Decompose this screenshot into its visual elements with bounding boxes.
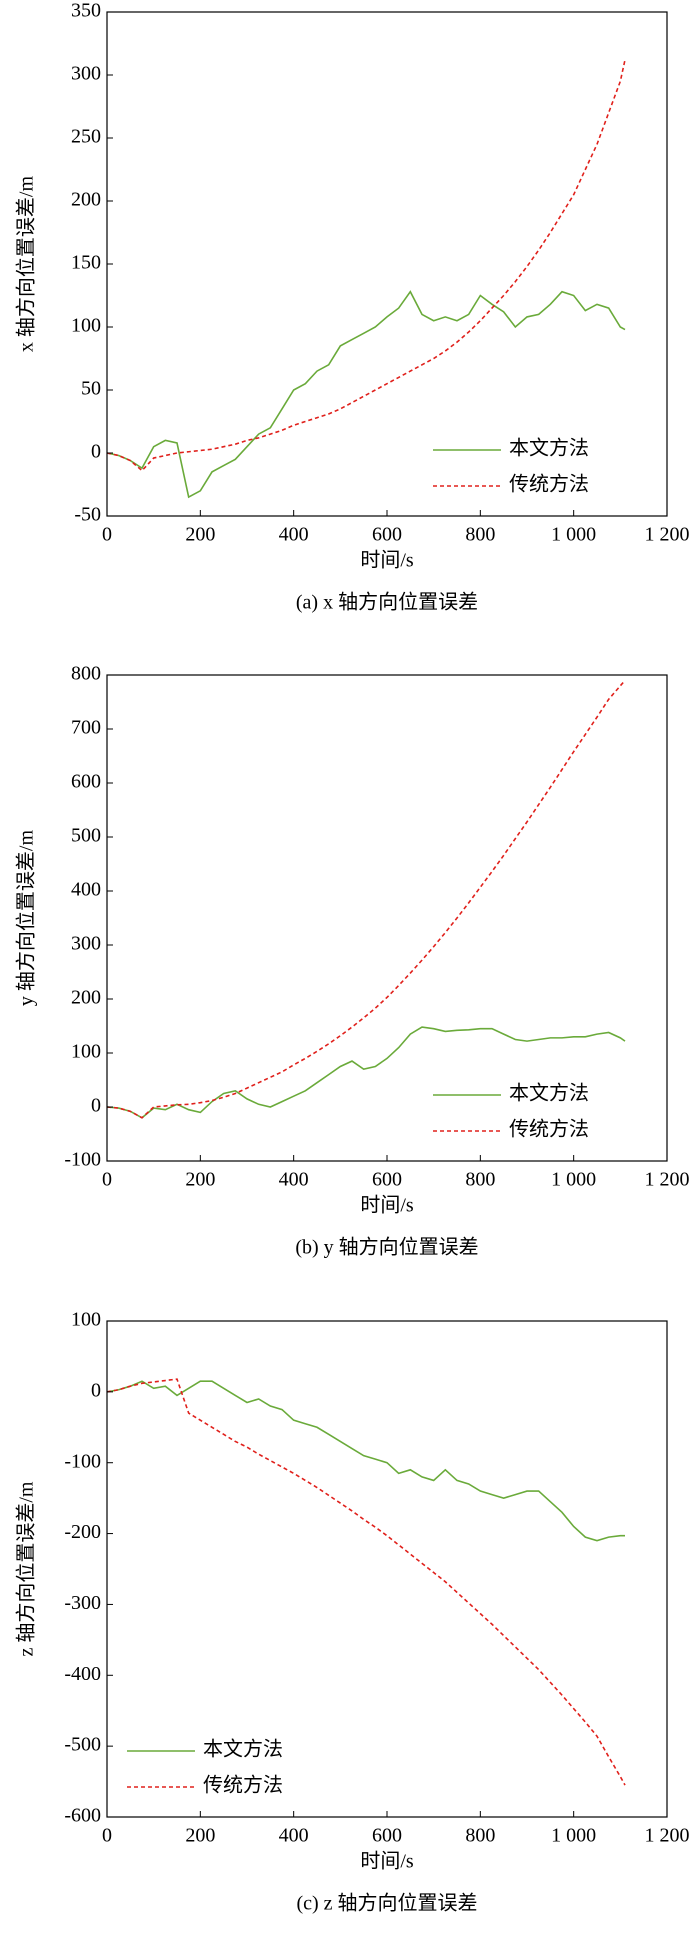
x-tick-label: 0 xyxy=(102,1825,112,1847)
x-tick-label: 800 xyxy=(465,524,495,546)
series-line xyxy=(106,1026,626,1119)
series-line xyxy=(106,679,626,1119)
legend-label: 本文方法 xyxy=(509,1082,589,1105)
y-tick-label: 100 xyxy=(71,1309,101,1331)
y-tick-label: 400 xyxy=(71,879,101,901)
y-tick-label: -400 xyxy=(64,1663,101,1685)
y-tick-label: -600 xyxy=(64,1805,101,1827)
y-tick-label: 300 xyxy=(71,933,101,955)
x-tick-label: 400 xyxy=(279,524,309,546)
legend-label: 传统方法 xyxy=(203,1774,283,1797)
x-tick-label: 600 xyxy=(372,524,402,546)
y-tick-label: -50 xyxy=(74,504,101,526)
series-line xyxy=(106,1380,625,1542)
legend-label: 本文方法 xyxy=(509,437,589,460)
y-tick-label: 0 xyxy=(91,441,101,463)
y-tick-label: -500 xyxy=(64,1734,101,1756)
y-tick-label: -100 xyxy=(64,1149,101,1171)
x-tick-label: 800 xyxy=(465,1825,495,1847)
x-tick-label: 1 200 xyxy=(645,1825,690,1847)
y-tick-label: 100 xyxy=(71,315,101,337)
legend-label: 本文方法 xyxy=(203,1738,283,1761)
series-line xyxy=(106,290,626,499)
chart-title: (b) y 轴方向位置误差 xyxy=(295,1236,478,1259)
series-line xyxy=(106,59,626,472)
y-tick-label: -300 xyxy=(64,1592,101,1614)
y-tick-label: -200 xyxy=(64,1521,101,1543)
x-tick-label: 1 000 xyxy=(551,1825,596,1847)
x-tick-label: 200 xyxy=(185,1825,215,1847)
x-tick-label: 1 200 xyxy=(645,524,690,546)
x-tick-label: 0 xyxy=(102,1169,112,1191)
y-axis-label: y 轴方向位置误差/m xyxy=(15,830,38,1007)
x-tick-label: 1 200 xyxy=(645,1169,690,1191)
x-tick-label: 800 xyxy=(465,1169,495,1191)
y-tick-label: 800 xyxy=(71,663,101,685)
y-tick-label: 200 xyxy=(71,987,101,1009)
x-tick-label: 1 000 xyxy=(551,1169,596,1191)
y-axis-label: z 轴方向位置误差/m xyxy=(15,1481,38,1656)
x-tick-label: 400 xyxy=(279,1825,309,1847)
x-tick-label: 600 xyxy=(372,1825,402,1847)
x-axis-label: 时间/s xyxy=(360,1850,414,1873)
x-tick-label: 200 xyxy=(185,524,215,546)
legend-label: 传统方法 xyxy=(509,1118,589,1141)
y-tick-label: 300 xyxy=(71,63,101,85)
y-tick-label: 200 xyxy=(71,189,101,211)
x-tick-label: 1 000 xyxy=(551,524,596,546)
y-tick-label: 0 xyxy=(91,1095,101,1117)
x-tick-label: 200 xyxy=(185,1169,215,1191)
x-tick-label: 400 xyxy=(279,1169,309,1191)
y-tick-label: 150 xyxy=(71,252,101,274)
y-tick-label: -100 xyxy=(64,1450,101,1472)
plot-frame xyxy=(106,1320,668,1818)
x-axis-label: 时间/s xyxy=(360,549,414,572)
y-tick-label: 100 xyxy=(71,1041,101,1063)
y-tick-label: 0 xyxy=(91,1379,101,1401)
x-axis-label: 时间/s xyxy=(360,1194,414,1217)
y-tick-label: 700 xyxy=(71,717,101,739)
chart: -600 -500 -400 -300 -200 -100 0 100 0 200 400 600 80… xyxy=(15,1309,690,1915)
chart-title: (c) z 轴方向位置误差 xyxy=(296,1892,477,1915)
y-tick-label: 350 xyxy=(71,0,101,22)
x-tick-label: 0 xyxy=(102,524,112,546)
y-tick-label: 500 xyxy=(71,825,101,847)
y-tick-label: 600 xyxy=(71,771,101,793)
series-line xyxy=(106,1378,626,1786)
legend-label: 传统方法 xyxy=(509,473,589,496)
x-tick-label: 600 xyxy=(372,1169,402,1191)
y-tick-label: 50 xyxy=(81,378,101,400)
chart-title: (a) x 轴方向位置误差 xyxy=(296,591,478,614)
y-tick-label: 250 xyxy=(71,126,101,148)
y-axis-label: x 轴方向位置误差/m xyxy=(15,176,38,353)
